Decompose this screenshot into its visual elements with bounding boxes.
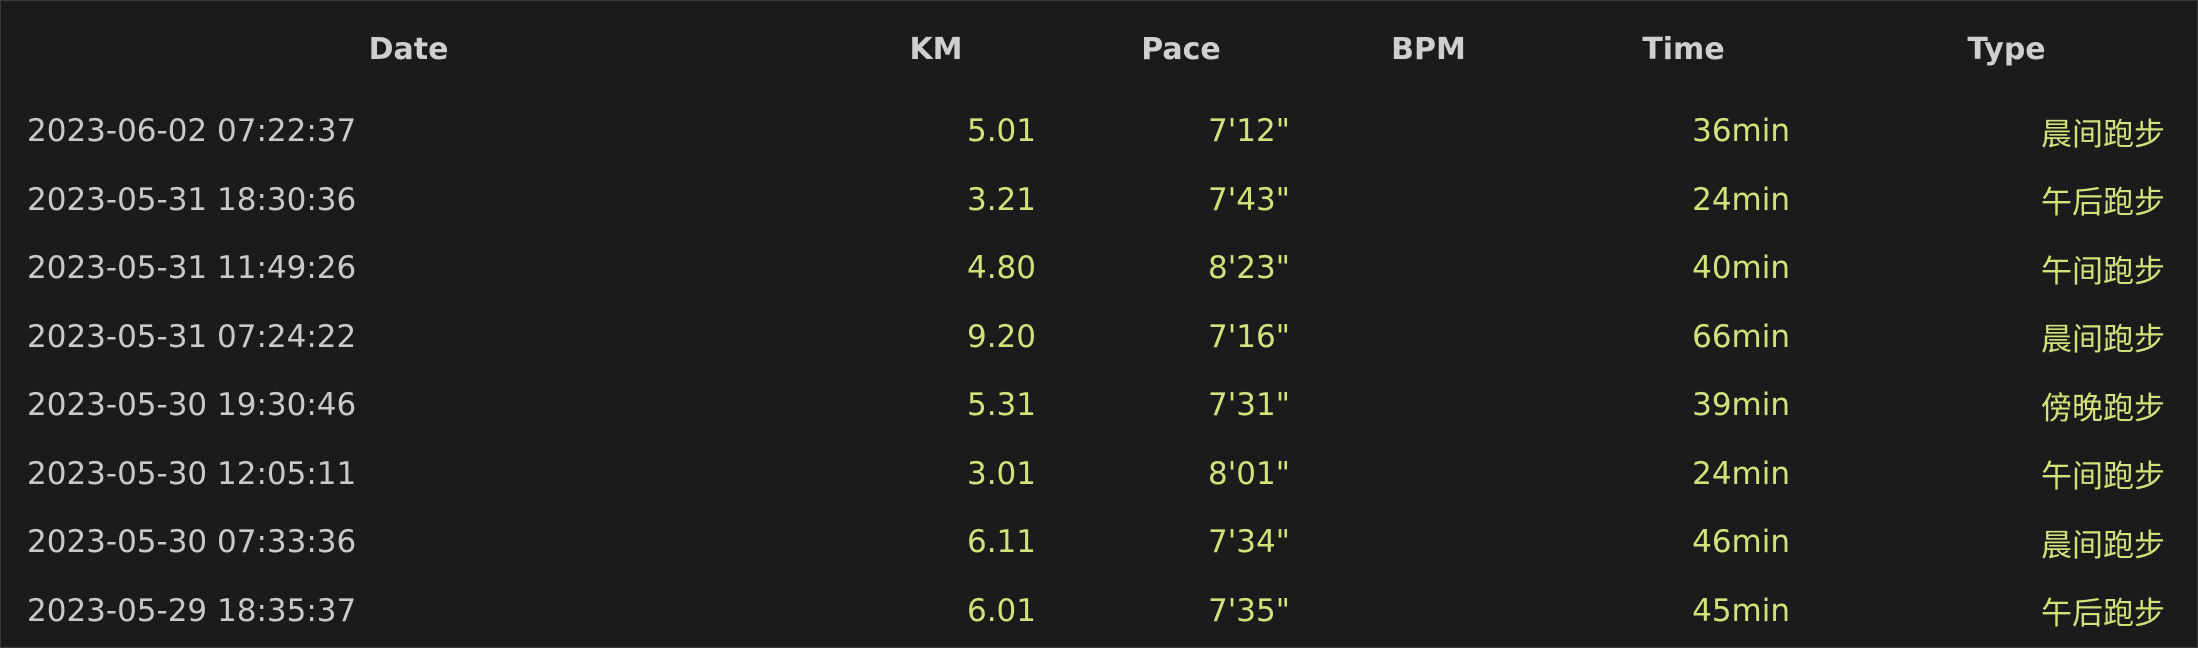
cell-date: 2023-05-29 18:35:37 (27, 592, 357, 629)
cell-date: 2023-05-30 19:30:46 (27, 387, 357, 424)
cell-bpm (1306, 508, 1551, 577)
cell-date: 2023-05-31 18:30:36 (27, 181, 357, 218)
table-row[interactable]: 2023-05-31 11:49:26 4.80 8'23" 40min 午间跑… (1, 234, 2197, 303)
column-header-time[interactable]: Time (1642, 31, 1725, 67)
column-header-bpm[interactable]: BPM (1391, 31, 1466, 67)
cell-bpm (1306, 234, 1551, 303)
cell-type: 午间跑步 (2041, 459, 2165, 496)
cell-bpm (1306, 577, 1551, 646)
cell-pace: 7'31" (1208, 387, 1290, 424)
cell-bpm (1306, 303, 1551, 372)
cell-pace: 7'16" (1208, 318, 1290, 355)
cell-km: 6.11 (966, 524, 1036, 561)
table-header-row: Date KM Pace BPM Time Type (1, 1, 2197, 97)
cell-time: 66min (1692, 318, 1790, 355)
cell-type: 午后跑步 (2041, 185, 2165, 222)
table-row[interactable]: 2023-05-29 18:35:37 6.01 7'35" 45min 午后跑… (1, 577, 2197, 646)
cell-date: 2023-05-30 12:05:11 (27, 455, 357, 492)
cell-km: 5.31 (966, 387, 1036, 424)
cell-km: 3.21 (966, 181, 1036, 218)
cell-pace: 7'34" (1208, 524, 1290, 561)
column-header-date[interactable]: Date (368, 31, 449, 67)
cell-km: 9.20 (966, 318, 1036, 355)
cell-pace: 7'12" (1208, 113, 1290, 150)
cell-time: 39min (1692, 387, 1790, 424)
cell-bpm (1306, 440, 1551, 509)
cell-pace: 7'35" (1208, 592, 1290, 629)
column-header-pace[interactable]: Pace (1141, 31, 1221, 67)
column-header-km[interactable]: KM (909, 31, 963, 67)
cell-time: 46min (1692, 524, 1790, 561)
cell-time: 24min (1692, 455, 1790, 492)
cell-km: 5.01 (966, 113, 1036, 150)
cell-pace: 7'43" (1208, 181, 1290, 218)
cell-type: 晨间跑步 (2041, 322, 2165, 359)
cell-km: 3.01 (966, 455, 1036, 492)
cell-type: 晨间跑步 (2041, 527, 2165, 564)
cell-time: 40min (1692, 250, 1790, 287)
cell-time: 24min (1692, 181, 1790, 218)
table-row[interactable]: 2023-05-30 12:05:11 3.01 8'01" 24min 午间跑… (1, 440, 2197, 509)
cell-type: 午后跑步 (2041, 596, 2165, 633)
table-row[interactable]: 2023-06-02 07:22:37 5.01 7'12" 36min 晨间跑… (1, 97, 2197, 166)
cell-date: 2023-05-31 07:24:22 (27, 318, 357, 355)
cell-km: 6.01 (966, 592, 1036, 629)
table-row[interactable]: 2023-05-31 18:30:36 3.21 7'43" 24min 午后跑… (1, 166, 2197, 235)
cell-time: 45min (1692, 592, 1790, 629)
cell-type: 傍晚跑步 (2041, 390, 2165, 427)
cell-date: 2023-06-02 07:22:37 (27, 113, 357, 150)
cell-km: 4.80 (966, 250, 1036, 287)
cell-pace: 8'01" (1208, 455, 1290, 492)
column-header-type[interactable]: Type (1967, 31, 2046, 67)
cell-type: 晨间跑步 (2041, 116, 2165, 153)
table-row[interactable]: 2023-05-31 07:24:22 9.20 7'16" 66min 晨间跑… (1, 303, 2197, 372)
cell-time: 36min (1692, 113, 1790, 150)
table-row[interactable]: 2023-05-30 07:33:36 6.11 7'34" 46min 晨间跑… (1, 508, 2197, 577)
cell-date: 2023-05-31 11:49:26 (27, 250, 357, 287)
table-row[interactable]: 2023-05-30 19:30:46 5.31 7'31" 39min 傍晚跑… (1, 371, 2197, 440)
cell-bpm (1306, 371, 1551, 440)
cell-bpm (1306, 166, 1551, 235)
cell-type: 午间跑步 (2041, 253, 2165, 290)
cell-date: 2023-05-30 07:33:36 (27, 524, 357, 561)
cell-bpm (1306, 97, 1551, 166)
cell-pace: 8'23" (1208, 250, 1290, 287)
